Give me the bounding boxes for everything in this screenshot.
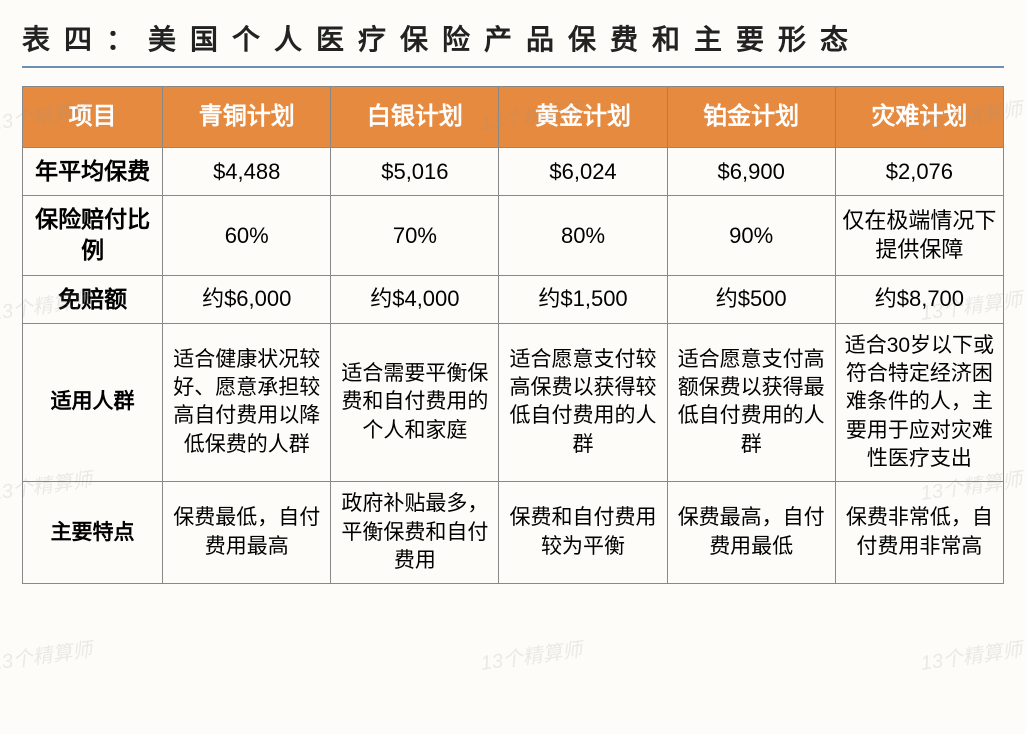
table-row: 主要特点保费最低，自付费用最高政府补贴最多，平衡保费和自付费用保费和自付费用较为…	[23, 482, 1004, 584]
col-header-plan: 青铜计划	[163, 87, 331, 148]
table-cell: 仅在极端情况下提供保障	[835, 196, 1003, 275]
table-header-row: 项目青铜计划白银计划黄金计划铂金计划灾难计划	[23, 87, 1004, 148]
row-label: 保险赔付比例	[23, 196, 163, 275]
table-cell: 适合愿意支付高额保费以获得最低自付费用的人群	[667, 323, 835, 482]
table-cell: 政府补贴最多，平衡保费和自付费用	[331, 482, 499, 584]
table-cell: 约$1,500	[499, 275, 667, 323]
col-header-plan: 黄金计划	[499, 87, 667, 148]
row-label: 适用人群	[23, 323, 163, 482]
table-cell: $6,024	[499, 148, 667, 196]
watermark-text: 13个精算师	[478, 633, 583, 676]
table-cell: 80%	[499, 196, 667, 275]
table-row: 年平均保费$4,488$5,016$6,024$6,900$2,076	[23, 148, 1004, 196]
table-row: 保险赔付比例60%70%80%90%仅在极端情况下提供保障	[23, 196, 1004, 275]
watermark-text: 13个精算师	[918, 633, 1023, 676]
table-title: 表四：美国个人医疗保险产品保费和主要形态	[22, 18, 1004, 68]
table-cell: 约$500	[667, 275, 835, 323]
col-header-item: 项目	[23, 87, 163, 148]
table-cell: 适合愿意支付较高保费以获得较低自付费用的人群	[499, 323, 667, 482]
watermark-text: 13个精算师	[0, 633, 94, 676]
table-cell: 保费最低，自付费用最高	[163, 482, 331, 584]
table-cell: $6,900	[667, 148, 835, 196]
col-header-plan: 白银计划	[331, 87, 499, 148]
table-cell: 约$6,000	[163, 275, 331, 323]
row-label: 年平均保费	[23, 148, 163, 196]
table-cell: 90%	[667, 196, 835, 275]
table-cell: $2,076	[835, 148, 1003, 196]
insurance-comparison-table: 项目青铜计划白银计划黄金计划铂金计划灾难计划 年平均保费$4,488$5,016…	[22, 86, 1004, 584]
table-row: 免赔额约$6,000约$4,000约$1,500约$500约$8,700	[23, 275, 1004, 323]
table-cell: 保费最高，自付费用最低	[667, 482, 835, 584]
table-row: 适用人群适合健康状况较好、愿意承担较高自付费用以降低保费的人群适合需要平衡保费和…	[23, 323, 1004, 482]
table-cell: 60%	[163, 196, 331, 275]
table-cell: 适合30岁以下或符合特定经济困难条件的人，主要用于应对灾难性医疗支出	[835, 323, 1003, 482]
row-label: 免赔额	[23, 275, 163, 323]
table-cell: 70%	[331, 196, 499, 275]
table-body: 年平均保费$4,488$5,016$6,024$6,900$2,076保险赔付比…	[23, 148, 1004, 584]
table-cell: 适合健康状况较好、愿意承担较高自付费用以降低保费的人群	[163, 323, 331, 482]
table-cell: 保费和自付费用较为平衡	[499, 482, 667, 584]
table-cell: 保费非常低，自付费用非常高	[835, 482, 1003, 584]
col-header-plan: 灾难计划	[835, 87, 1003, 148]
table-cell: 约$8,700	[835, 275, 1003, 323]
table-cell: 约$4,000	[331, 275, 499, 323]
table-cell: $4,488	[163, 148, 331, 196]
col-header-plan: 铂金计划	[667, 87, 835, 148]
row-label: 主要特点	[23, 482, 163, 584]
table-cell: 适合需要平衡保费和自付费用的个人和家庭	[331, 323, 499, 482]
table-cell: $5,016	[331, 148, 499, 196]
